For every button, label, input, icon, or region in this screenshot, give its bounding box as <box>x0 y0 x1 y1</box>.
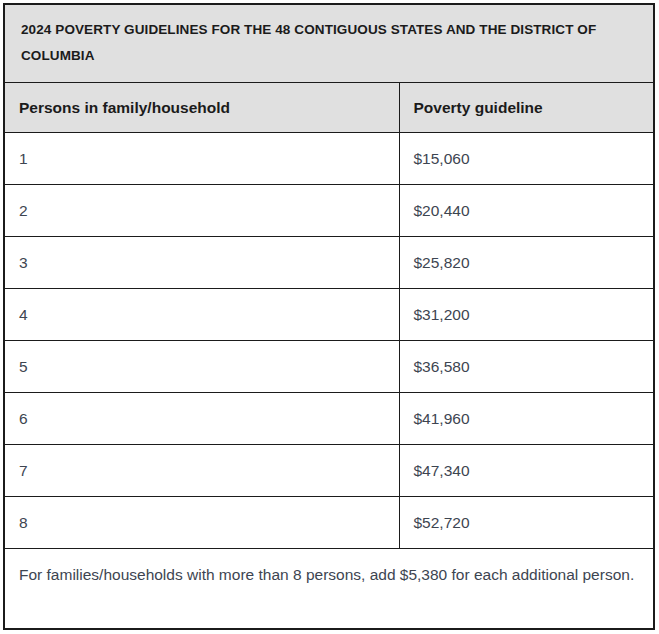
table-row: 2 $20,440 <box>5 185 653 237</box>
footnote-text: For families/households with more than 8… <box>5 549 653 603</box>
poverty-guidelines-table: Persons in family/household Poverty guid… <box>5 83 653 602</box>
header-row: Persons in family/household Poverty guid… <box>5 83 653 133</box>
column-header-guideline: Poverty guideline <box>399 83 653 133</box>
persons-cell: 7 <box>5 445 399 497</box>
table-row: 1 $15,060 <box>5 133 653 185</box>
table-row: 8 $52,720 <box>5 497 653 549</box>
guideline-cell: $41,960 <box>399 393 653 445</box>
table-row: 3 $25,820 <box>5 237 653 289</box>
persons-cell: 8 <box>5 497 399 549</box>
persons-cell: 1 <box>5 133 399 185</box>
table-row: 7 $47,340 <box>5 445 653 497</box>
guideline-cell: $20,440 <box>399 185 653 237</box>
persons-cell: 5 <box>5 341 399 393</box>
guideline-cell: $25,820 <box>399 237 653 289</box>
footnote-row: For families/households with more than 8… <box>5 549 653 603</box>
table-row: 6 $41,960 <box>5 393 653 445</box>
guideline-cell: $31,200 <box>399 289 653 341</box>
table-footer: For families/households with more than 8… <box>5 549 653 603</box>
column-header-persons: Persons in family/household <box>5 83 399 133</box>
persons-cell: 2 <box>5 185 399 237</box>
persons-cell: 6 <box>5 393 399 445</box>
table-title: 2024 POVERTY GUIDELINES FOR THE 48 CONTI… <box>5 5 653 83</box>
guideline-cell: $36,580 <box>399 341 653 393</box>
guideline-cell: $52,720 <box>399 497 653 549</box>
table-row: 4 $31,200 <box>5 289 653 341</box>
poverty-guidelines-card: 2024 POVERTY GUIDELINES FOR THE 48 CONTI… <box>3 3 655 630</box>
persons-cell: 3 <box>5 237 399 289</box>
table-body: 1 $15,060 2 $20,440 3 $25,820 4 $31,200 … <box>5 133 653 549</box>
table-row: 5 $36,580 <box>5 341 653 393</box>
guideline-cell: $47,340 <box>399 445 653 497</box>
guideline-cell: $15,060 <box>399 133 653 185</box>
persons-cell: 4 <box>5 289 399 341</box>
table-header: Persons in family/household Poverty guid… <box>5 83 653 133</box>
